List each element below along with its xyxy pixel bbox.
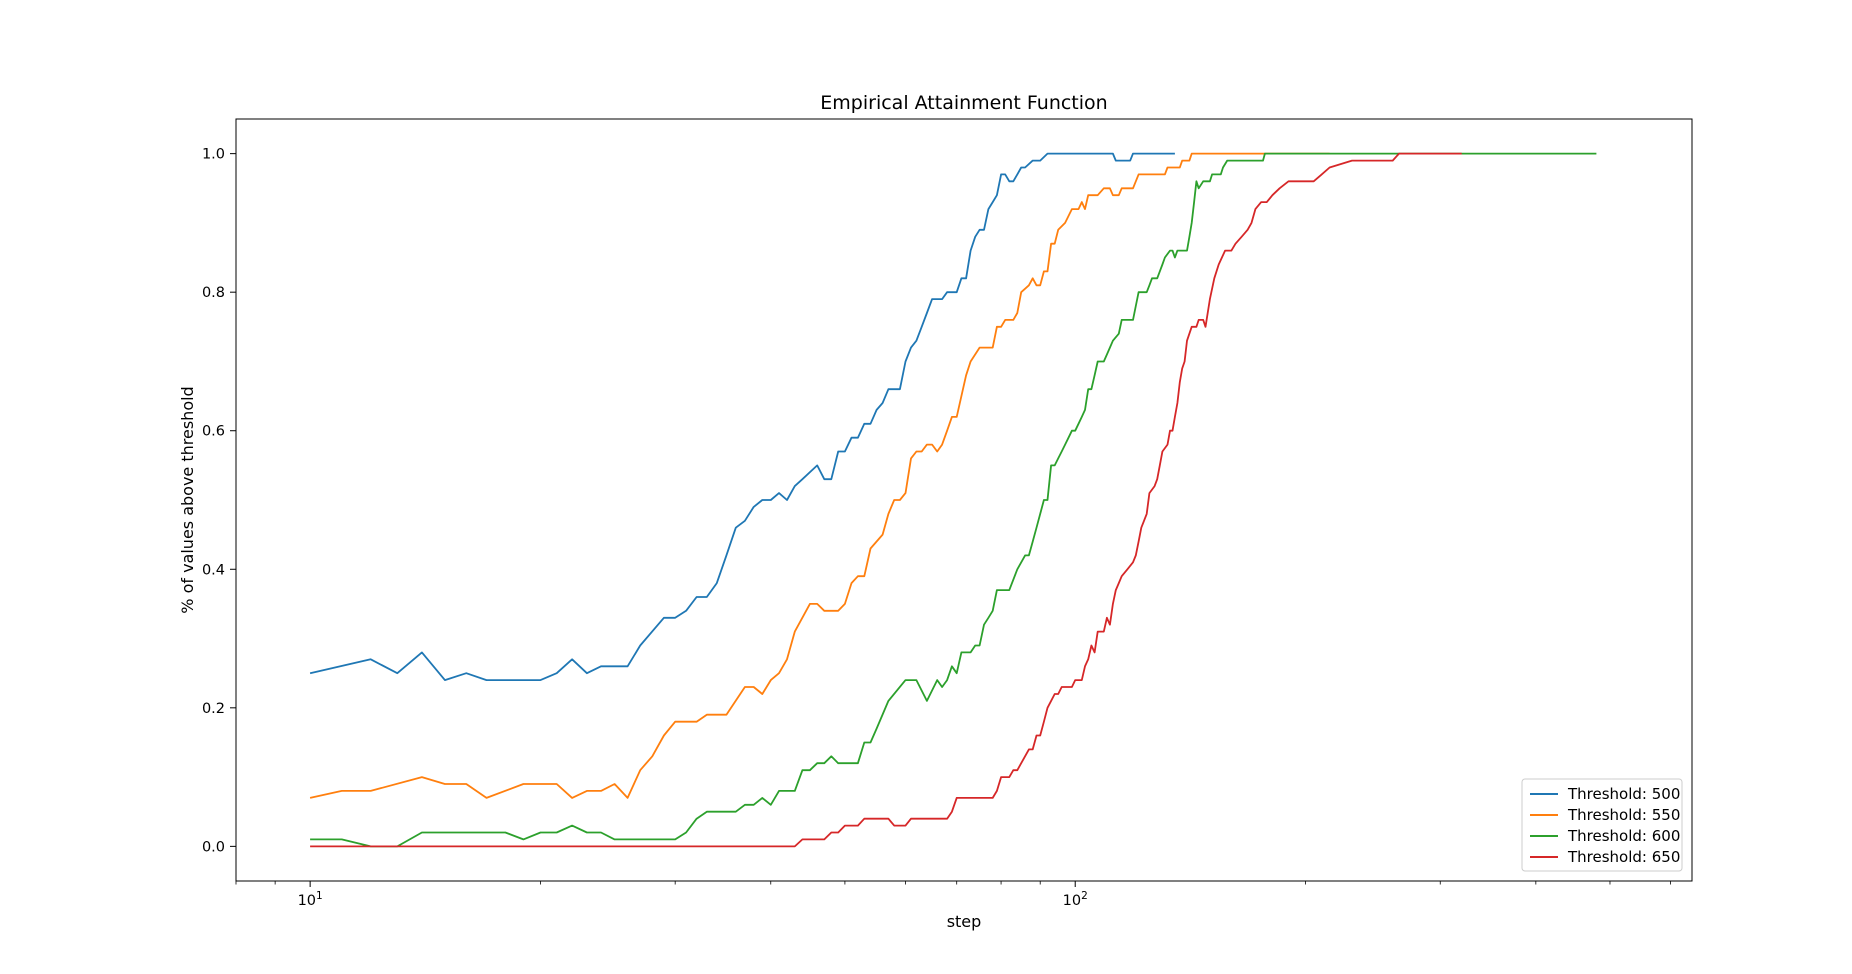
legend: Threshold: 500 Threshold: 550 Threshold: 6… xyxy=(1521,778,1683,872)
plot-area xyxy=(235,118,1693,882)
y-tick-label: 0.8 xyxy=(202,285,225,301)
y-tick-label: 0.6 xyxy=(202,424,225,440)
x-axis: 101 102 xyxy=(235,881,1671,909)
chart-title: Empirical Attainment Function xyxy=(820,92,1107,114)
series-line-2 xyxy=(309,152,1330,799)
y-tick-label: 0.4 xyxy=(202,562,225,578)
series-layer xyxy=(309,152,1597,848)
series-line-1 xyxy=(309,152,1175,681)
y-axis-label: % of values above threshold xyxy=(178,386,197,613)
x-tick-label: 101 xyxy=(298,890,323,909)
series-line-4 xyxy=(310,152,1462,848)
y-tick-label: 1.0 xyxy=(202,147,225,163)
legend-label-4: Threshold: 650 xyxy=(1567,848,1680,866)
y-tick-label: 0.2 xyxy=(202,701,225,717)
legend-label-3: Threshold: 600 xyxy=(1567,827,1680,845)
x-tick-label: 102 xyxy=(1063,890,1088,909)
legend-label-2: Threshold: 550 xyxy=(1567,806,1680,824)
series-line-3 xyxy=(310,152,1597,848)
legend-box xyxy=(1521,778,1683,872)
y-axis: 0.0 0.2 0.4 0.6 0.8 1.0 xyxy=(202,147,236,855)
x-axis-label: step xyxy=(947,912,982,931)
legend-label-1: Threshold: 500 xyxy=(1567,785,1680,803)
axes-frame xyxy=(235,118,1693,882)
y-tick-label: 0.0 xyxy=(202,839,225,855)
